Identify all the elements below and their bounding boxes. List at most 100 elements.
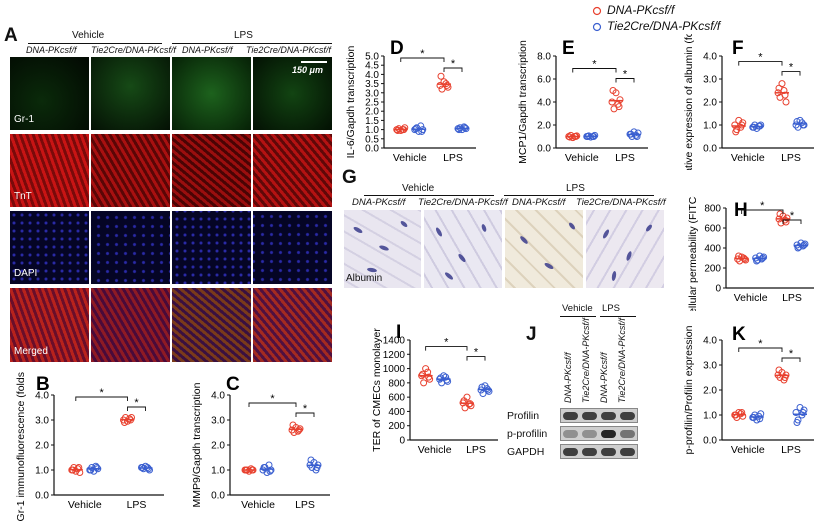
data-point (289, 421, 297, 429)
sig-star: * (758, 52, 763, 64)
sig-star: * (474, 347, 479, 359)
data-point (738, 121, 746, 129)
row-label-merged: Merged (14, 346, 48, 357)
y-tick-label: 0.0 (703, 144, 717, 155)
blot-row-label-p-profilin: p-profilin (507, 428, 548, 440)
data-point (266, 467, 274, 475)
panel-letter: C (226, 374, 240, 395)
data-point (799, 409, 807, 416)
chart-svg-b: B Gr-1 immunofluorescence (folds) 0.0 1.0 2.… (15, 369, 164, 521)
panel-g-lps-label: LPS (566, 183, 585, 194)
data-point (307, 456, 315, 464)
micrograph-merged-1 (10, 288, 89, 362)
sig-star: * (451, 58, 456, 70)
panel-a-lps-line (172, 43, 332, 44)
y-axis-label: MCP1/Gapdh transcription (517, 40, 529, 164)
data-point (608, 98, 616, 106)
sig-star: * (134, 397, 139, 409)
sig-star: * (592, 59, 597, 71)
micrograph-dapi-4 (253, 211, 332, 284)
y-tick-label: 6.0 (537, 75, 551, 86)
data-point (775, 84, 783, 92)
data-point (74, 465, 82, 473)
data-point (732, 128, 740, 136)
sig-bracket (425, 346, 468, 351)
y-tick-label: 0.0 (703, 436, 717, 447)
panel-a-col-label-1: DNA-PKcsf/f (26, 45, 77, 55)
x-category-label: Vehicle (734, 292, 768, 304)
y-tick-label: 0.5 (365, 134, 379, 145)
data-point (455, 126, 463, 134)
blot-band (582, 448, 597, 456)
chart-svg-c: C MMP9/Gapdh transcription 0.0 1.0 2.0 3.0 4.0… (191, 374, 330, 511)
data-point (781, 374, 789, 381)
y-tick-label: 4.0 (537, 98, 551, 109)
chart-svg-k: Kp-profilin/Profilin expression 0.0 1.0 2.0… (683, 324, 814, 456)
blot-band (582, 430, 597, 438)
sig-bracket (781, 357, 801, 362)
data-point (792, 121, 800, 129)
data-point (267, 466, 275, 474)
blot-band (620, 448, 635, 456)
legend-label-ko: Tie2Cre/DNA-PKcsf/f (607, 19, 721, 33)
y-tick-label: 1.0 (211, 466, 225, 477)
y-tick-label: 8.0 (537, 52, 551, 63)
y-tick-label: 4.0 (703, 336, 717, 347)
x-category-label: Vehicle (731, 152, 765, 164)
blot-strip-profilin (560, 408, 638, 423)
data-point (87, 466, 95, 474)
y-tick-label: 2.0 (537, 121, 551, 132)
panel-j-vehicle-line (560, 316, 596, 317)
blot-lane-label-1: DNA-PKcsf/f (563, 352, 573, 403)
data-point (775, 366, 783, 374)
y-tick-label: 5.0 (365, 52, 379, 63)
scale-bar (301, 61, 327, 63)
panel-g-lps-line (504, 195, 654, 196)
chart-panel-e: E MCP1/Gapdh transcription 0.0 2.0 4.0 6.0 8.0… (506, 34, 656, 170)
panel-g-col-label-1: DNA-PKcsf/f (352, 197, 406, 208)
data-point (444, 377, 452, 385)
y-tick-label: 3.0 (35, 416, 49, 427)
data-point (260, 464, 268, 471)
data-point (418, 127, 426, 135)
blot-band (563, 412, 578, 420)
data-point (782, 98, 790, 106)
data-point (633, 133, 641, 140)
x-category-label: Vehicle (393, 152, 427, 164)
panel-g-col-label-2: Tie2Cre/DNA-PKcsf/f (418, 197, 508, 208)
panel-a-col-label-4: Tie2Cre/DNA-PKcsf/f (246, 45, 331, 55)
chart-panel-i: I TER of CMECs monolayer 0 200 400 600 800 1000… (356, 320, 506, 462)
blot-band (582, 412, 597, 420)
y-tick-label: 0.0 (365, 144, 379, 155)
sig-star: * (270, 393, 275, 405)
panel-g-col-label-4: Tie2Cre/DNA-PKcsf/f (576, 197, 666, 208)
micrograph-gr1-4 (253, 57, 332, 130)
panel-g-ihc-strip: Albumin (344, 210, 664, 288)
data-point (461, 404, 469, 412)
sig-bracket (248, 402, 297, 407)
y-tick-label: 1.0 (703, 411, 717, 422)
row-label-tnt: TnT (14, 191, 32, 202)
y-tick-label: 600 (704, 224, 721, 235)
row-label-dapi: DAPI (14, 268, 38, 279)
y-tick-label: 200 (388, 421, 405, 432)
sig-bracket (738, 347, 783, 352)
data-point (634, 129, 642, 137)
micrograph-merged-4 (253, 288, 332, 362)
y-tick-label: 200 (704, 264, 721, 275)
data-point (425, 373, 433, 381)
chart-svg-e: E MCP1/Gapdh transcription 0.0 2.0 4.0 6.0 8.0… (517, 38, 648, 164)
blot-band (601, 430, 616, 438)
data-point (413, 124, 421, 132)
scale-bar-label: 150 μm (292, 65, 323, 75)
x-category-label: LPS (782, 292, 802, 304)
y-tick-label: 600 (388, 393, 405, 404)
y-axis-label: TER of CMECs monolayer (371, 328, 383, 452)
sig-bracket (127, 406, 146, 411)
micrograph-tnt-3 (172, 134, 251, 207)
panel-letter: K (732, 324, 746, 345)
x-category-label: LPS (615, 152, 635, 164)
data-point (609, 87, 617, 94)
y-tick-label: 2.0 (703, 98, 717, 109)
